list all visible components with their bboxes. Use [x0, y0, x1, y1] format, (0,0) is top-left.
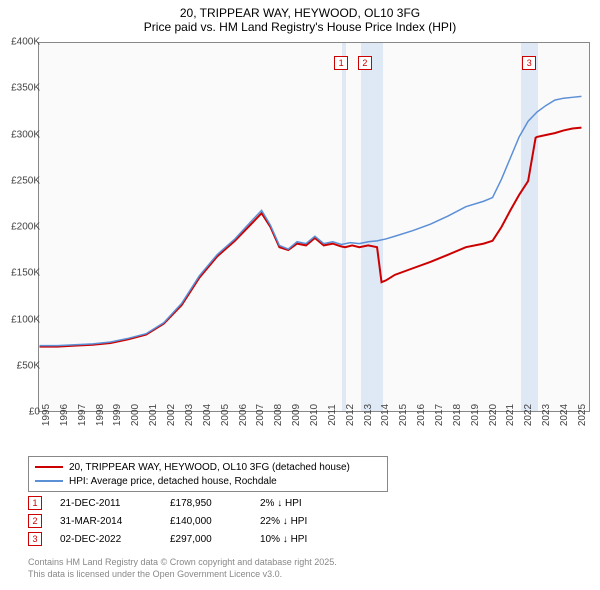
sale-delta: 22% ↓ HPI [260, 516, 350, 527]
sale-price: £297,000 [170, 534, 260, 545]
x-tick: 2023 [541, 404, 552, 426]
x-tick: 2000 [130, 404, 141, 426]
sales-table: 1 21-DEC-2011£178,9502% ↓ HPI 2 31-MAR-2014… [28, 494, 448, 548]
x-tick: 1995 [41, 404, 52, 426]
sales-row: 2 31-MAR-2014£140,00022% ↓ HPI [28, 512, 448, 530]
legend-swatch [35, 480, 63, 482]
sales-row: 1 21-DEC-2011£178,9502% ↓ HPI [28, 494, 448, 512]
marker-box: 2 [28, 514, 42, 528]
sale-delta: 2% ↓ HPI [260, 498, 350, 509]
y-tick: £250K [11, 175, 40, 186]
legend-row: HPI: Average price, detached house, Roch… [35, 474, 381, 488]
x-tick: 2013 [363, 404, 374, 426]
x-tick: 2010 [309, 404, 320, 426]
x-tick: 2009 [291, 404, 302, 426]
y-tick: £50K [17, 360, 40, 371]
sale-delta: 10% ↓ HPI [260, 534, 350, 545]
x-tick: 2012 [345, 404, 356, 426]
x-tick: 2005 [220, 404, 231, 426]
marker-box: 3 [28, 532, 42, 546]
sales-row: 3 02-DEC-2022£297,00010% ↓ HPI [28, 530, 448, 548]
legend: 20, TRIPPEAR WAY, HEYWOOD, OL10 3FG (det… [28, 456, 388, 492]
x-tick: 2015 [398, 404, 409, 426]
marker-box: 2 [358, 56, 372, 70]
series-line [39, 96, 581, 345]
x-tick: 2011 [327, 404, 338, 426]
title-line-2: Price paid vs. HM Land Registry's House … [0, 20, 600, 34]
x-tick: 2019 [470, 404, 481, 426]
title-line-1: 20, TRIPPEAR WAY, HEYWOOD, OL10 3FG [0, 6, 600, 20]
x-tick: 2007 [255, 404, 266, 426]
x-tick: 2004 [202, 404, 213, 426]
x-tick: 2008 [273, 404, 284, 426]
legend-swatch [35, 466, 63, 468]
y-tick: £300K [11, 129, 40, 140]
x-tick: 1998 [95, 404, 106, 426]
y-tick: £100K [11, 314, 40, 325]
x-tick: 2003 [184, 404, 195, 426]
legend-row: 20, TRIPPEAR WAY, HEYWOOD, OL10 3FG (det… [35, 460, 381, 474]
sale-date: 31-MAR-2014 [60, 516, 170, 527]
x-tick: 1997 [77, 404, 88, 426]
chart-container: 20, TRIPPEAR WAY, HEYWOOD, OL10 3FG Pric… [0, 0, 600, 590]
sale-price: £140,000 [170, 516, 260, 527]
y-tick: £400K [11, 37, 40, 48]
x-tick: 2022 [523, 404, 534, 426]
x-tick: 2014 [380, 404, 391, 426]
y-tick: £0 [29, 407, 40, 418]
legend-label: 20, TRIPPEAR WAY, HEYWOOD, OL10 3FG (det… [69, 462, 350, 473]
x-tick: 1996 [59, 404, 70, 426]
x-tick: 2016 [416, 404, 427, 426]
x-tick: 2018 [452, 404, 463, 426]
x-tick: 2017 [434, 404, 445, 426]
plot-area [38, 42, 590, 412]
x-tick: 2020 [488, 404, 499, 426]
x-tick: 2021 [505, 404, 516, 426]
x-tick: 2006 [238, 404, 249, 426]
marker-box: 3 [522, 56, 536, 70]
attribution-line-1: Contains HM Land Registry data © Crown c… [28, 557, 337, 569]
chart-lines [39, 43, 589, 411]
x-tick: 2024 [559, 404, 570, 426]
series-line [39, 128, 581, 347]
x-tick: 1999 [112, 404, 123, 426]
marker-box: 1 [334, 56, 348, 70]
y-tick: £350K [11, 83, 40, 94]
sale-price: £178,950 [170, 498, 260, 509]
x-tick: 2002 [166, 404, 177, 426]
y-tick: £200K [11, 222, 40, 233]
legend-label: HPI: Average price, detached house, Roch… [69, 476, 277, 487]
sale-date: 02-DEC-2022 [60, 534, 170, 545]
x-tick: 2001 [148, 404, 159, 426]
sale-date: 21-DEC-2011 [60, 498, 170, 509]
marker-box: 1 [28, 496, 42, 510]
attribution: Contains HM Land Registry data © Crown c… [28, 557, 337, 580]
x-tick: 2025 [577, 404, 588, 426]
attribution-line-2: This data is licensed under the Open Gov… [28, 569, 337, 581]
y-tick: £150K [11, 268, 40, 279]
title-area: 20, TRIPPEAR WAY, HEYWOOD, OL10 3FG Pric… [0, 0, 600, 38]
